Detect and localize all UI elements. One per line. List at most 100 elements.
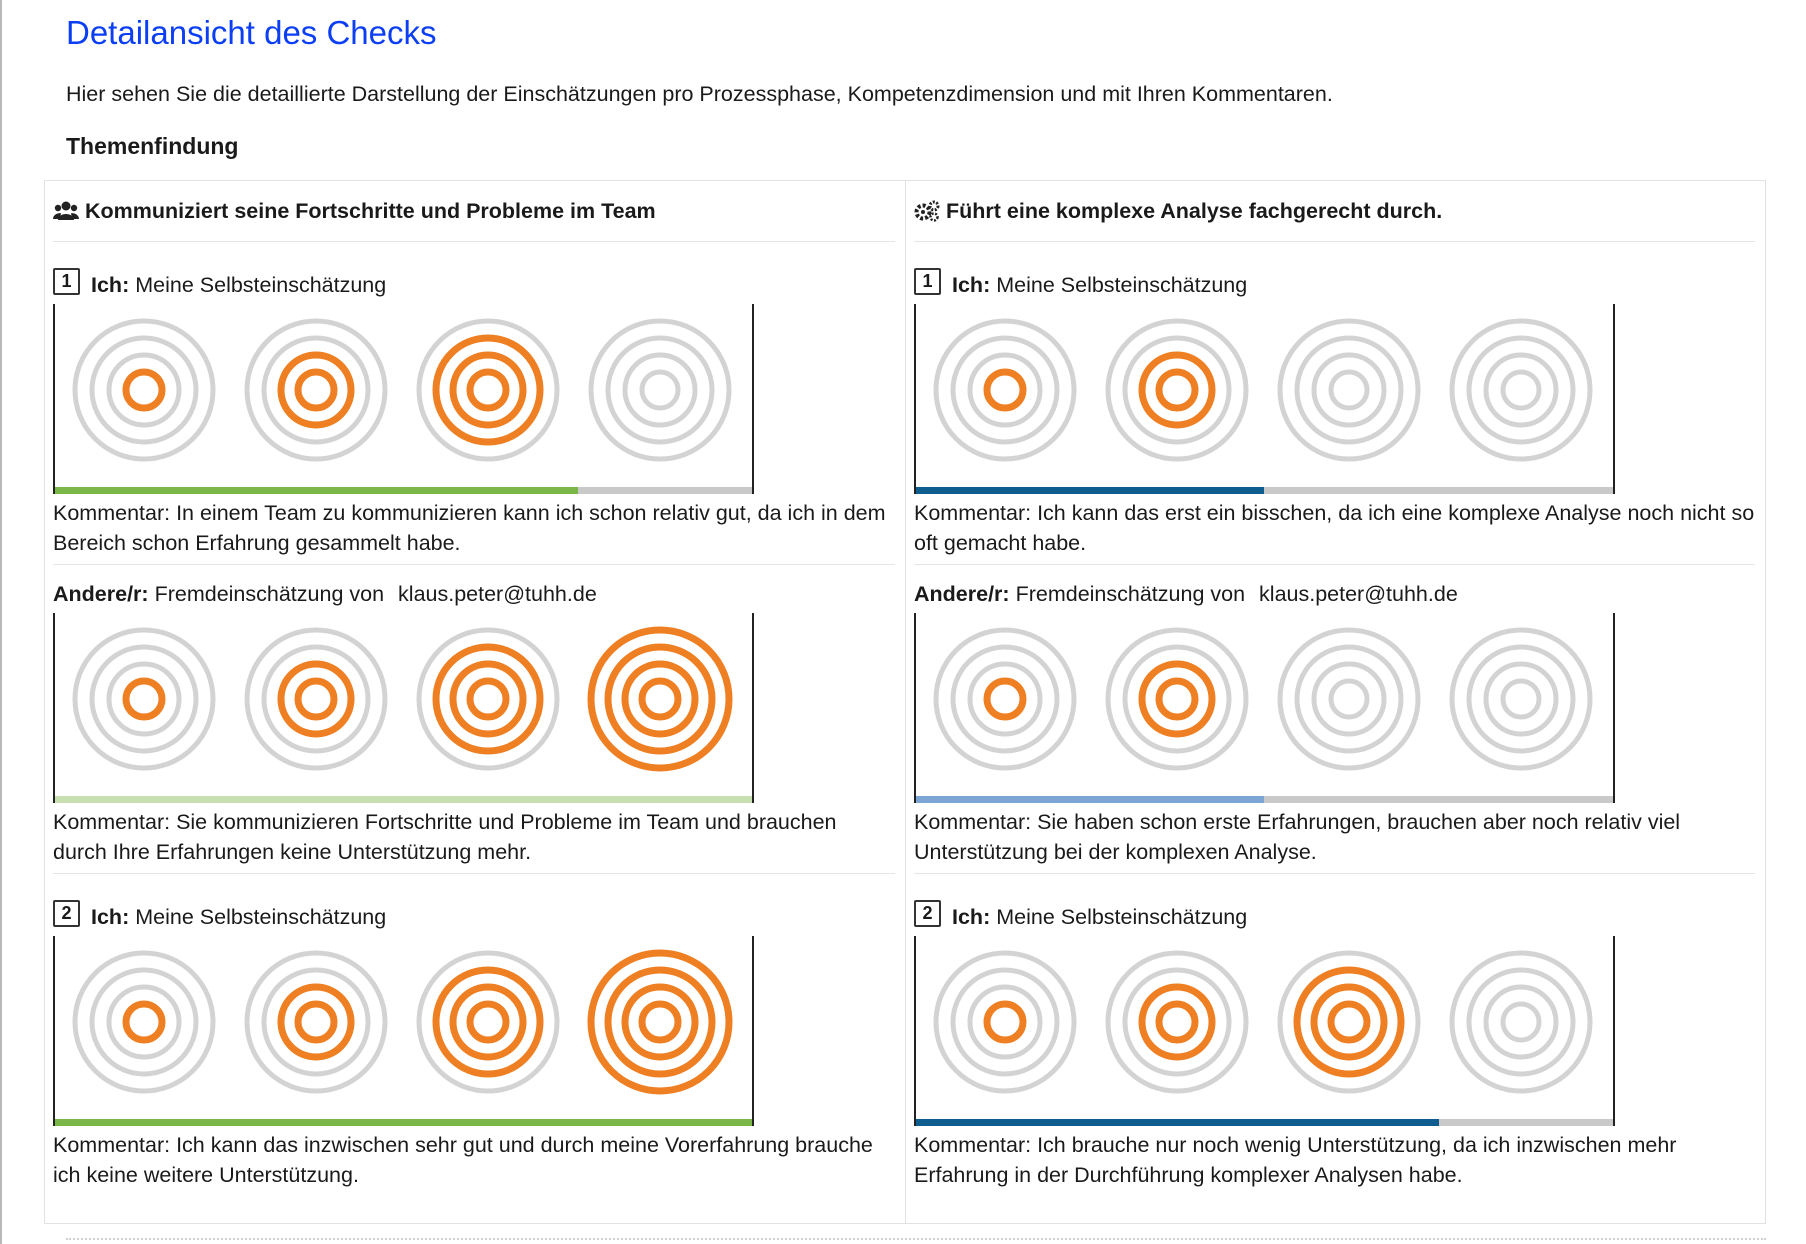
comment-text: Kommentar: Ich brauche nur noch wenig Un… — [914, 1133, 1677, 1187]
active-ring — [294, 677, 338, 721]
rating-step-target — [244, 318, 388, 462]
active-ring — [1138, 660, 1216, 738]
inactive-ring — [1311, 661, 1387, 737]
comment-text: Kommentar: In einem Team zu kommuniziere… — [53, 494, 895, 565]
assessor-email: klaus.peter@tuhh.de — [1259, 582, 1458, 606]
other-label: Andere/r: — [53, 582, 149, 606]
rating-step-target — [933, 318, 1077, 462]
rating-target-row — [914, 613, 1615, 803]
inactive-ring — [622, 352, 698, 428]
left-border-rule — [0, 0, 2, 1244]
inactive-ring — [1500, 369, 1542, 411]
users-icon — [53, 201, 79, 220]
inactive-ring — [967, 984, 1043, 1060]
inactive-ring — [1483, 984, 1559, 1060]
active-ring — [449, 660, 527, 738]
inactive-ring — [1294, 644, 1404, 754]
level-progress-bar — [914, 1119, 1439, 1126]
inactive-ring — [72, 950, 216, 1094]
inactive-ring — [89, 644, 199, 754]
inactive-ring — [1449, 318, 1593, 462]
inactive-ring — [1277, 318, 1421, 462]
inactive-ring — [261, 644, 371, 754]
inactive-ring — [1105, 318, 1249, 462]
inactive-ring — [1483, 661, 1559, 737]
other-text: Fremdeinschätzung von — [1015, 582, 1246, 606]
inactive-ring — [1122, 335, 1232, 445]
inactive-ring — [72, 627, 216, 771]
self-text: Meine Selbsteinschätzung — [996, 273, 1248, 297]
active-ring — [466, 368, 510, 412]
inactive-ring — [106, 661, 182, 737]
inactive-ring — [1466, 967, 1576, 1077]
rating-step-target — [416, 627, 560, 771]
inactive-ring — [1328, 369, 1370, 411]
inactive-ring — [1500, 678, 1542, 720]
inactive-ring — [244, 950, 388, 1094]
inactive-ring — [950, 335, 1060, 445]
column-header: Führt eine komplexe Analyse fachgerecht … — [914, 181, 1755, 242]
other-label: Andere/r: — [914, 582, 1010, 606]
active-ring — [621, 660, 699, 738]
rating-step-target — [1277, 627, 1421, 771]
inactive-ring — [1466, 335, 1576, 445]
inactive-ring — [1500, 1001, 1542, 1043]
inactive-ring — [106, 352, 182, 428]
inactive-ring — [261, 967, 371, 1077]
inactive-ring — [639, 369, 681, 411]
inactive-ring — [967, 661, 1043, 737]
inactive-ring — [1122, 644, 1232, 754]
inactive-ring — [950, 967, 1060, 1077]
column-title: Kommuniziert seine Fortschritte und Prob… — [85, 198, 656, 223]
active-ring — [466, 1000, 510, 1044]
check-number-badge: 2 — [53, 900, 80, 927]
rating-step-target — [416, 318, 560, 462]
active-ring — [449, 351, 527, 429]
inactive-ring — [950, 644, 1060, 754]
rating-scale — [914, 304, 1618, 494]
active-ring — [983, 368, 1027, 412]
active-ring — [277, 660, 355, 738]
comment-text: Kommentar: Ich kann das inzwischen sehr … — [53, 1133, 873, 1187]
other-text: Fremdeinschätzung von — [154, 582, 385, 606]
self-assessment-heading: 2 Ich: Meine Selbsteinschätzung — [914, 874, 1755, 930]
rating-target-row — [53, 936, 754, 1126]
column-header: Kommuniziert seine Fortschritte und Prob… — [53, 181, 895, 242]
inactive-ring — [1294, 335, 1404, 445]
rating-step-target — [587, 626, 733, 772]
rating-step-target — [244, 950, 388, 1094]
inactive-ring — [1105, 950, 1249, 1094]
active-ring — [587, 949, 733, 1095]
phase-heading: Themenfindung — [66, 133, 239, 159]
active-ring — [294, 368, 338, 412]
inactive-ring — [106, 984, 182, 1060]
rating-step-target — [72, 950, 216, 1094]
comment-text: Kommentar: Sie haben schon erste Erfahru… — [914, 803, 1755, 874]
rating-target-row — [914, 304, 1615, 494]
active-ring — [277, 983, 355, 1061]
page-title: Detailansicht des Checks — [66, 14, 437, 51]
competence-column-communication: Kommuniziert seine Fortschritte und Prob… — [45, 181, 905, 1223]
inactive-ring — [588, 318, 732, 462]
inactive-ring — [244, 627, 388, 771]
comment-text: Kommentar: Ich kann das erst ein bissche… — [914, 494, 1755, 565]
active-ring — [432, 966, 544, 1078]
rating-step-target — [933, 627, 1077, 771]
competence-grid: Kommuniziert seine Fortschritte und Prob… — [44, 180, 1766, 1224]
active-ring — [604, 966, 716, 1078]
check-number-badge: 1 — [53, 268, 80, 295]
rating-scale — [53, 613, 757, 803]
rating-target-row — [914, 936, 1615, 1126]
active-ring — [638, 1000, 682, 1044]
self-text: Meine Selbsteinschätzung — [996, 905, 1248, 929]
inactive-ring — [967, 352, 1043, 428]
rating-step-target — [1449, 627, 1593, 771]
rating-step-target — [72, 318, 216, 462]
level-progress-bar — [914, 487, 1264, 494]
active-ring — [1293, 966, 1405, 1078]
inactive-ring — [1105, 627, 1249, 771]
rating-step-target — [1105, 950, 1249, 1094]
rating-step-target — [72, 627, 216, 771]
inactive-ring — [89, 967, 199, 1077]
section-divider — [66, 1238, 1766, 1240]
